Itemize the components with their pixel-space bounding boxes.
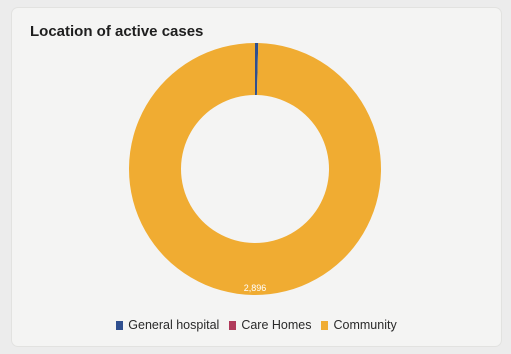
legend-swatch	[116, 320, 124, 330]
legend-label: Community	[333, 318, 397, 332]
donut-slices	[129, 43, 382, 295]
data-label-community: 2,896	[244, 283, 267, 293]
legend-item-care-homes[interactable]: Care Homes	[229, 318, 311, 332]
chart-card: Location of active cases 2,896 General h…	[12, 8, 501, 346]
slice-community[interactable]	[129, 43, 382, 295]
legend-swatch	[229, 320, 237, 330]
legend-item-community[interactable]: Community	[321, 318, 397, 332]
legend-label: Care Homes	[241, 318, 312, 332]
legend-swatch	[321, 320, 329, 330]
chart-legend: General hospital Care Homes Community	[12, 318, 501, 332]
donut-chart: 2,896	[129, 43, 382, 295]
legend-item-general-hospital[interactable]: General hospital	[116, 318, 219, 332]
slice-general-hospital[interactable]	[255, 43, 259, 96]
chart-title: Location of active cases	[30, 23, 204, 40]
legend-label: General hospital	[128, 318, 220, 332]
